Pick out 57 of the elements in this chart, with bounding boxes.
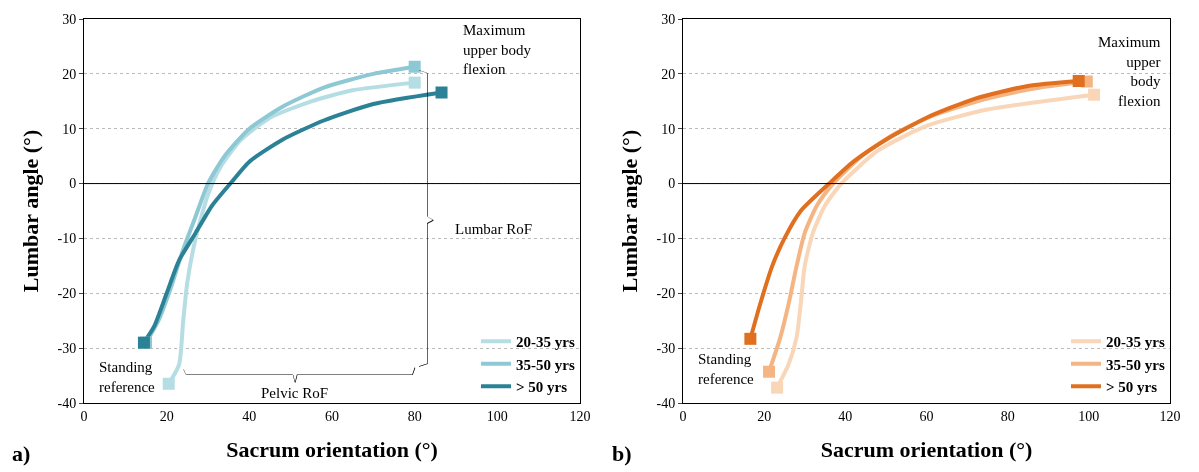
legend-label: 35-50 yrs (516, 356, 575, 373)
x-tick-label: 40 (242, 408, 257, 424)
legend-label: 35-50 yrs (1106, 356, 1165, 373)
point (763, 365, 776, 378)
x-tick-label: 60 (325, 408, 339, 424)
x-tick-label: 60 (919, 408, 934, 424)
annotation: Pelvic RoF (261, 385, 329, 401)
point (408, 76, 421, 89)
y-tick-label: 0 (668, 176, 676, 192)
point (408, 60, 421, 73)
text: b) (612, 441, 632, 466)
x-tick-label: 20 (159, 408, 174, 424)
annotation: Standing reference (99, 359, 156, 395)
text: a) (12, 441, 31, 466)
annotation: Maximum upper body flexion (463, 22, 532, 77)
y-tick-label: -40 (656, 395, 676, 411)
x-tick-label: 20 (757, 408, 772, 424)
x-axis-title: Sacrum orientation (°) (820, 436, 1033, 462)
x-axis-title: Sacrum orientation (°) (226, 436, 438, 462)
y-tick-label: -20 (57, 286, 77, 302)
y-tick-label: 10 (62, 121, 77, 137)
y-tick-label: -40 (57, 395, 77, 411)
x-tick-label: 80 (1000, 408, 1015, 424)
y-axis-title: Lumbar angle (°) (617, 129, 643, 293)
y-tick-label: 20 (62, 66, 77, 82)
x-tick-label: 120 (1159, 408, 1181, 424)
y-tick-label: 30 (62, 11, 77, 27)
point (1088, 88, 1101, 101)
point (744, 332, 757, 345)
annotation: Maximum upper body flexion (1098, 34, 1161, 109)
x-tick-label: 120 (569, 408, 591, 424)
x-tick-label: 80 (407, 408, 422, 424)
y-tick-label: 30 (661, 11, 676, 27)
legend-label: 20-35 yrs (1106, 334, 1165, 351)
x-tick-label: 100 (1078, 408, 1100, 424)
point (435, 86, 448, 99)
legend-label: 20-35 yrs (516, 334, 575, 351)
x-tick-label: 0 (80, 408, 88, 424)
y-tick-label: -30 (656, 341, 676, 357)
y-axis-title: Lumbar angle (°) (18, 129, 44, 293)
point (162, 377, 175, 390)
point (771, 381, 784, 394)
x-tick-label: 0 (679, 408, 687, 424)
y-tick-label: -10 (656, 231, 676, 247)
point (1072, 74, 1085, 87)
annotation: Standing reference (698, 351, 755, 387)
legend-label: > 50 yrs (1106, 379, 1158, 396)
y-tick-label: 10 (661, 121, 676, 137)
y-tick-label: 20 (661, 66, 676, 82)
annotation: Lumbar RoF (455, 221, 533, 237)
x-tick-label: 100 (486, 408, 508, 424)
legend-label: > 50 yrs (516, 379, 568, 396)
x-tick-label: 40 (838, 408, 853, 424)
y-tick-label: -30 (57, 341, 77, 357)
y-tick-label: -20 (656, 286, 676, 302)
y-tick-label: -10 (57, 231, 77, 247)
y-tick-label: 0 (69, 176, 77, 192)
